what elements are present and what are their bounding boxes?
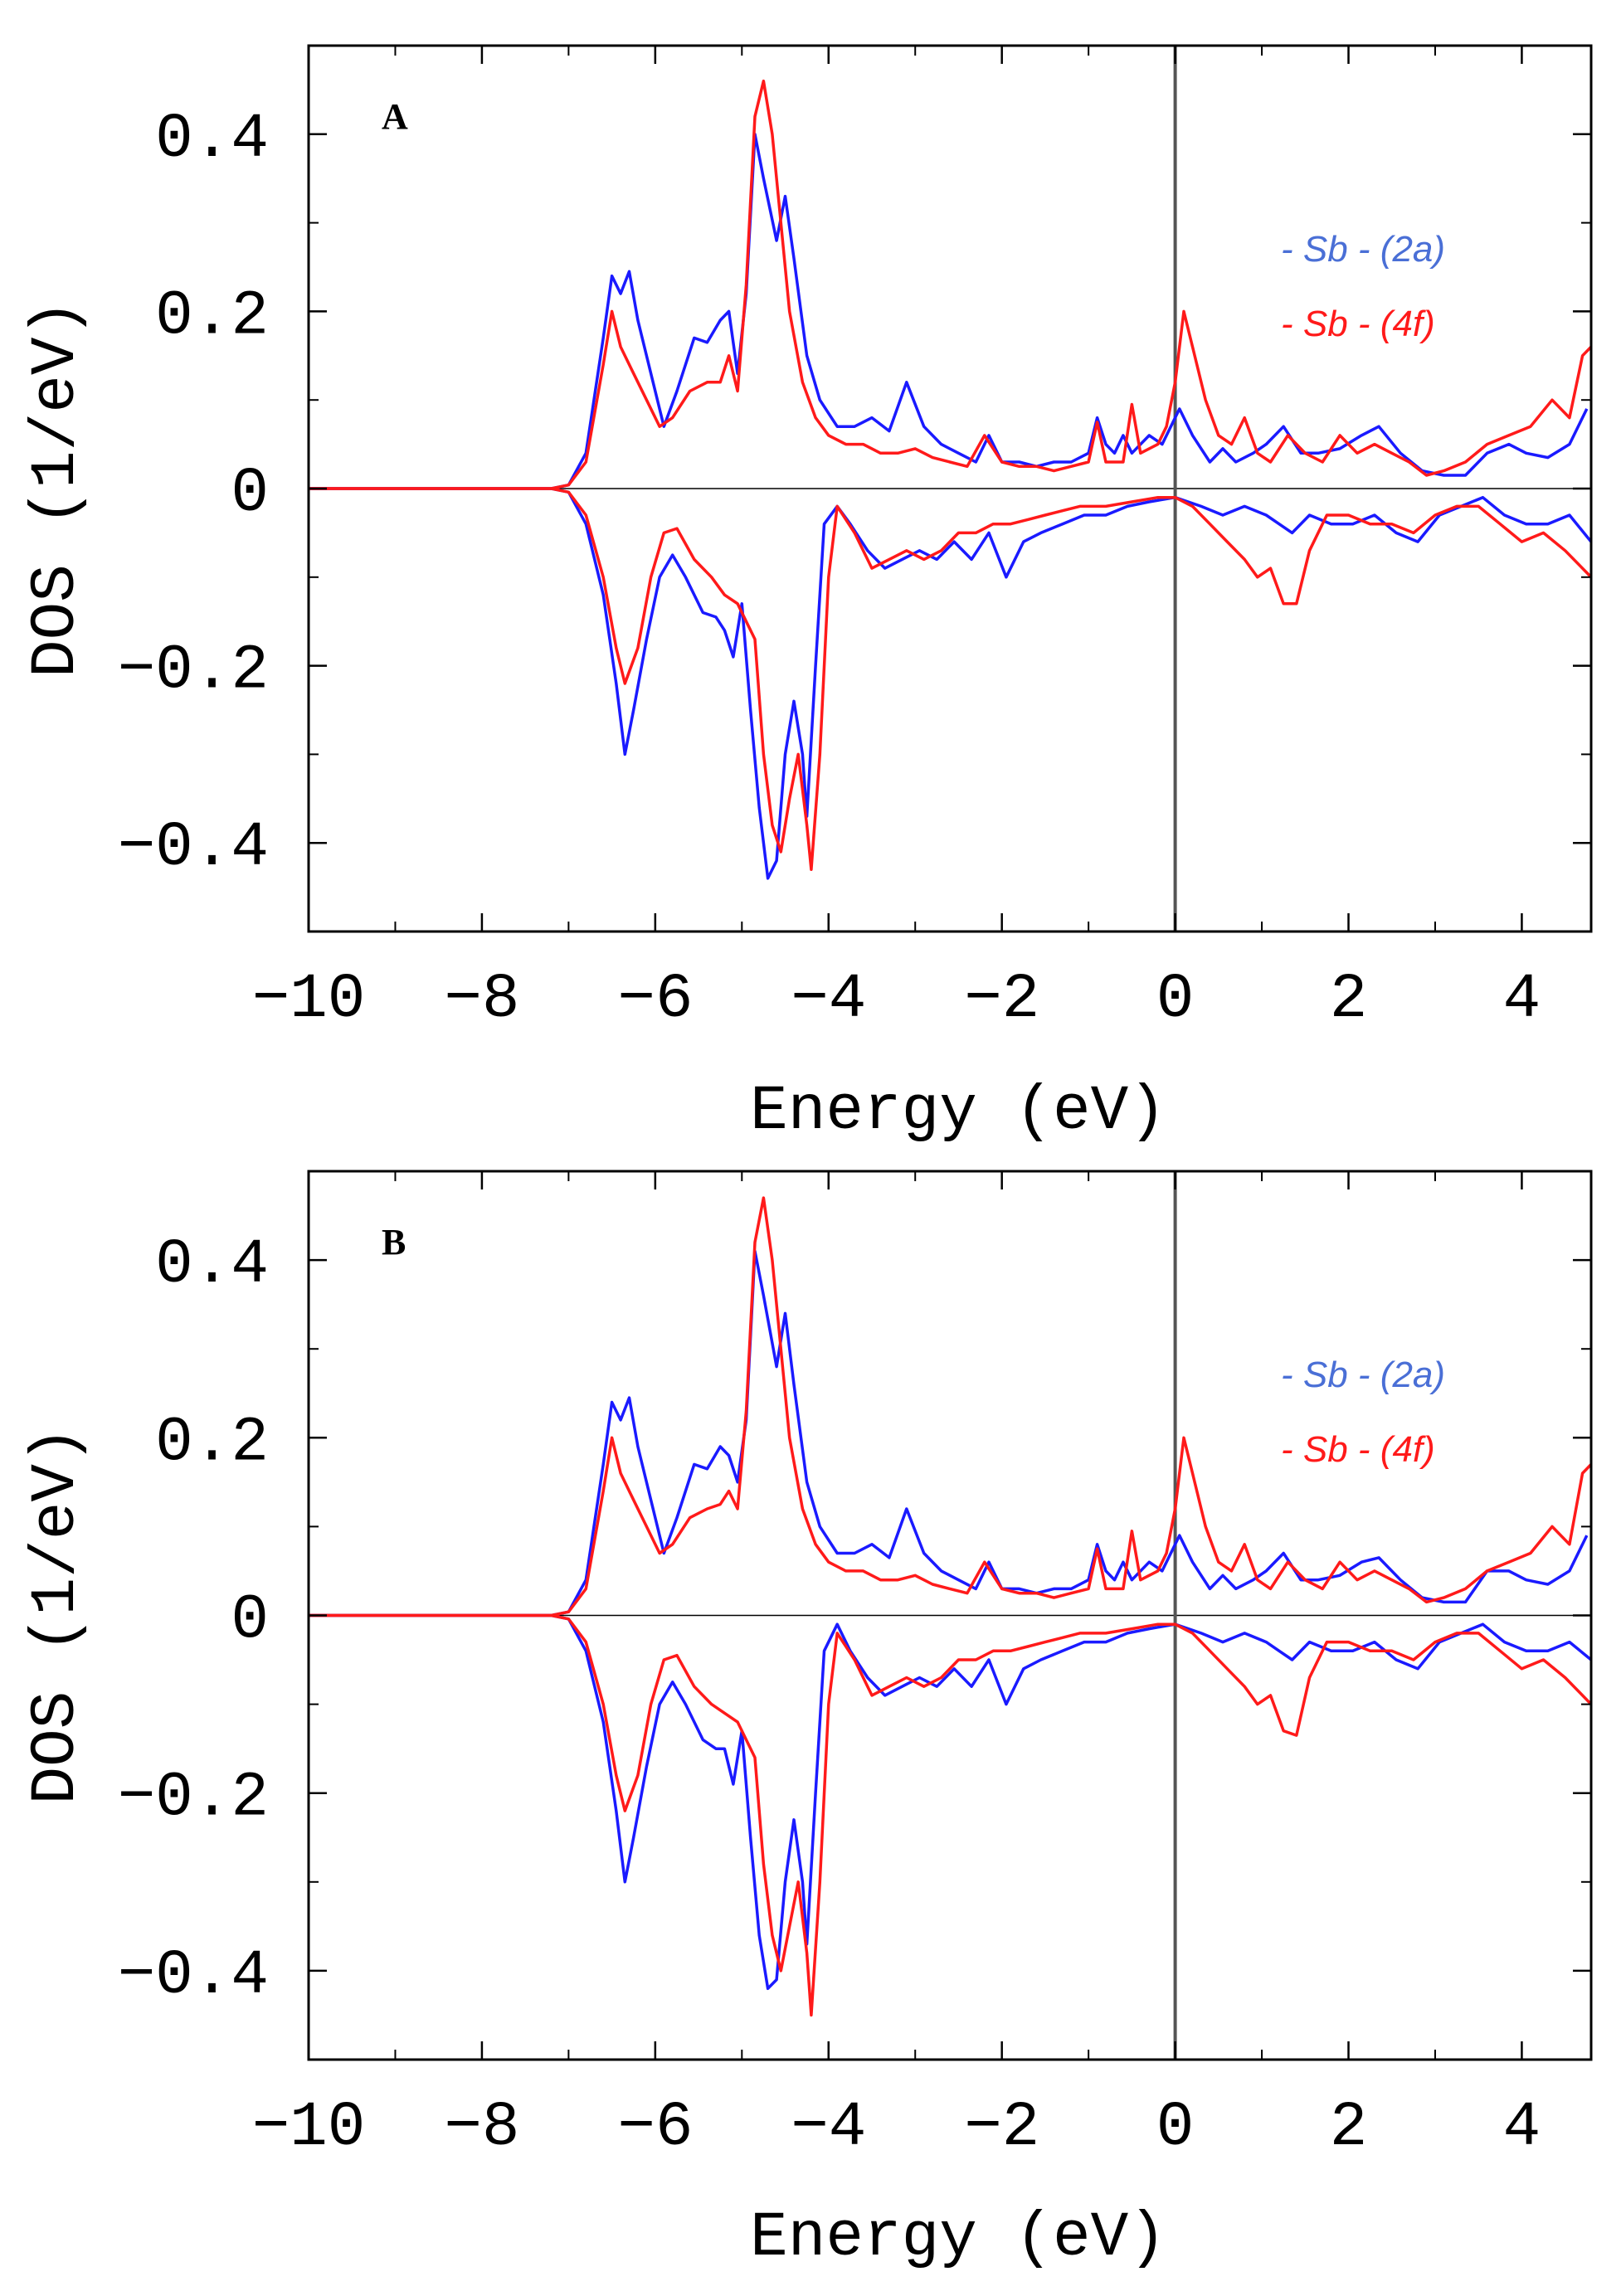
y-axis-title: DOS (1/eV) [21,299,92,678]
y-tick-label: −0.2 [118,635,269,707]
x-tick-label: −2 [964,964,1039,1035]
panel-b: −10 −8 −6 −4 −2 0 2 4 0.4 0.2 0 −0.2 −0.4 Energy (eV)… [21,1170,1593,2274]
y-tick-label: −0.4 [118,812,269,883]
legend-entry: - Sb - (2a) [1281,1355,1445,1395]
y-tick-label: 0.2 [155,1407,269,1478]
panel-a: −10 −8 −6 −4 −2 0 2 4 0.4 0.2 0 −0.2 −0.4 Energy (eV)… [21,44,1593,1147]
series-sb-4f-up-line [309,79,1591,490]
legend-entry: - Sb - (4f) [1281,1429,1435,1470]
y-tick-label: −0.4 [118,1940,269,2011]
x-tick-label: −6 [617,964,693,1035]
x-tick-label: 4 [1503,2092,1541,2163]
x-tick-label: −4 [791,964,866,1035]
x-tick-label: −8 [444,2092,519,2163]
y-tick-label: 0 [231,458,269,529]
x-tick-label: 0 [1156,964,1195,1035]
series-sb-2a-down-line [309,1613,1591,1991]
legend-entry: - Sb - (2a) [1281,229,1445,270]
panel-label: B [382,1222,406,1262]
x-tick-label: 4 [1503,964,1541,1035]
series-sb-4f-down-line [309,487,1591,871]
series-sb-4f-up-line [309,1196,1591,1617]
x-tick-label: −6 [617,2092,693,2163]
x-axis-title: Energy (eV) [750,2202,1166,2274]
x-axis-title: Energy (eV) [750,1076,1166,1147]
x-tick-label: 2 [1330,2092,1368,2163]
x-tick-label: −10 [252,2092,366,2163]
series-sb-4f-down-line [309,1613,1591,2017]
x-tick-label: 0 [1156,2092,1195,2163]
x-tick-label: −8 [444,964,519,1035]
x-tick-label: −4 [791,2092,866,2163]
series-group [309,1196,1591,2017]
series-sb-2a-down-line [309,487,1591,880]
y-tick-label: 0.4 [155,1229,269,1301]
y-tick-label: 0.2 [155,280,269,352]
panel-label: A [382,96,408,137]
x-tick-label: −10 [252,964,366,1035]
legend-entry: - Sb - (4f) [1281,304,1435,344]
y-tick-label: 0.4 [155,104,269,175]
y-tick-label: −0.2 [118,1763,269,1834]
y-tick-label: 0 [231,1585,269,1656]
x-tick-label: 2 [1330,964,1368,1035]
series-group [309,79,1591,880]
x-tick-label: −2 [964,2092,1039,2163]
y-axis-title: DOS (1/eV) [21,1426,92,1804]
